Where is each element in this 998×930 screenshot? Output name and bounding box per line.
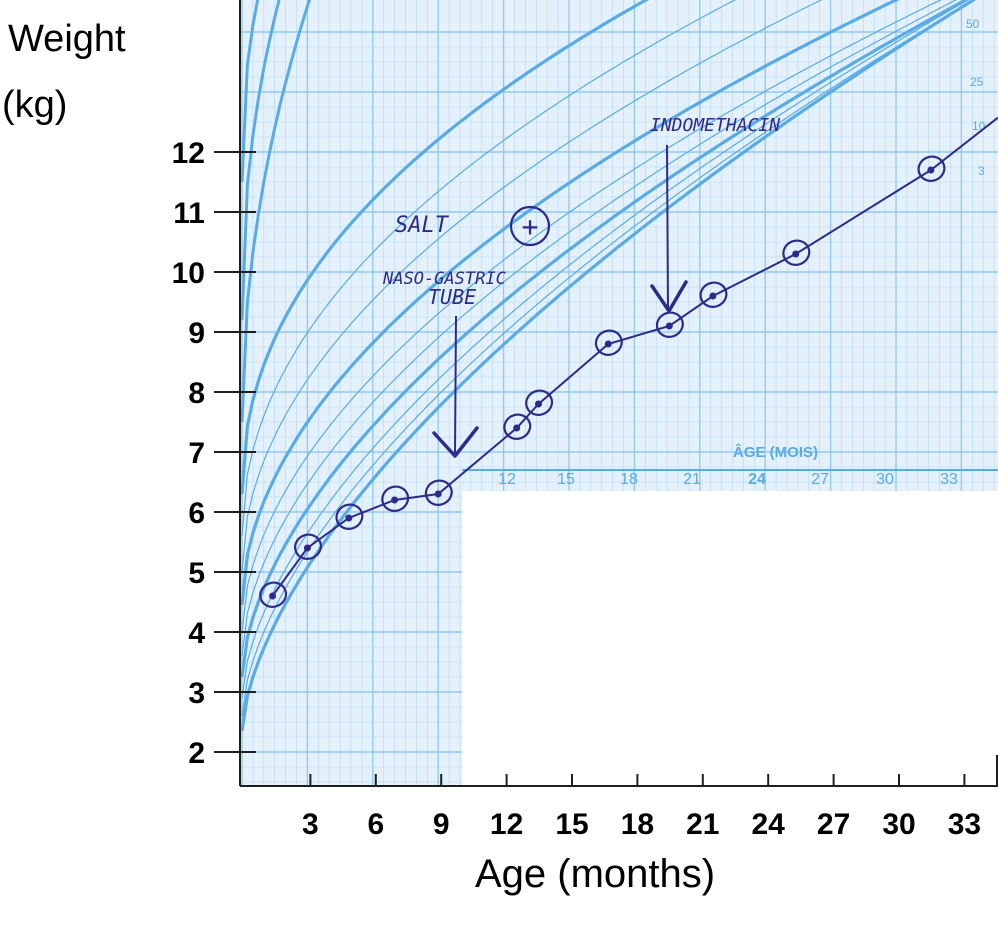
x-tick-label: 21 (686, 808, 719, 841)
y-tick-label: 5 (188, 557, 205, 590)
x-tick-label: 18 (621, 808, 654, 841)
percentile-curve (240, 0, 998, 678)
annotation-text: NASO-GASTRIC (382, 269, 507, 289)
x-tick-label: 6 (367, 808, 384, 841)
y-tick-label: 9 (188, 317, 205, 350)
y-tick-label: 4 (188, 617, 205, 650)
percentile-label: 10 (972, 119, 986, 133)
data-point (391, 496, 399, 504)
inner-tick-label: 18 (620, 471, 638, 488)
data-point (434, 490, 442, 498)
data-point (709, 292, 717, 300)
x-tick-label: 27 (817, 808, 850, 841)
annotation-circle (509, 205, 551, 247)
data-point-circle (782, 239, 811, 266)
axes: 2 3 4 5 6 7 8 9 10 11 12 3 6 9 12 15 18 21 24 27 30 33 (172, 0, 998, 841)
inner-tick-label: 21 (683, 471, 701, 488)
grid-fill (240, 0, 998, 786)
x-tick-label: 33 (948, 808, 981, 841)
y-tick-label: 8 (188, 377, 205, 410)
annotation-text: TUBE (428, 285, 476, 309)
x-tick-label: 24 (752, 808, 786, 841)
inner-tick-label: 27 (811, 471, 829, 488)
data-point-circle (503, 413, 532, 440)
x-axis-label: Age (months) (475, 852, 716, 896)
data-point-circle (594, 329, 623, 356)
y-tick-label: 11 (173, 197, 205, 230)
arrow-head (650, 280, 688, 313)
inner-tick-label: 24 (748, 471, 766, 488)
percentile-curve (241, 0, 998, 537)
arrow-shaft (666, 144, 669, 311)
percentile-label: 25 (970, 75, 984, 89)
x-tick-label: 15 (555, 808, 588, 841)
annotation-text: INDOMETHACIN (650, 115, 780, 136)
inner-tick-label: 33 (940, 471, 958, 488)
inner-axis-title: ÂGE (MOIS) (733, 443, 818, 461)
grid-area (240, 0, 998, 786)
inner-tick-label: 12 (498, 471, 516, 488)
y-tick-label: 3 (188, 677, 205, 710)
data-point (665, 322, 673, 330)
data-point (345, 514, 353, 522)
y-tick-label: 6 (188, 497, 205, 530)
percentile-curve (241, 0, 998, 699)
arrow-shaft (454, 315, 457, 456)
percentile-label: 3 (978, 164, 985, 178)
x-tick-label: 9 (433, 808, 450, 841)
y-tick-label: 7 (188, 437, 205, 470)
weight-series (259, 116, 998, 608)
percentile-curve (241, 0, 998, 657)
y-tick-label: 2 (188, 737, 205, 770)
data-point-circle (381, 485, 410, 512)
percentile-curve (241, 0, 998, 717)
inner-tick-label: 30 (876, 471, 894, 488)
data-point (534, 400, 542, 408)
percentile-curve-group (240, 0, 998, 732)
data-point-circle (699, 281, 728, 308)
percentile-curves: 50 25 10 3 (240, 0, 998, 732)
data-point (513, 424, 521, 432)
data-point-circle (424, 479, 453, 506)
data-point (927, 166, 935, 174)
data-point-circle (655, 311, 684, 338)
y-tick-label: 12 (172, 137, 205, 170)
grid-background (240, 0, 998, 786)
data-point-circle (525, 389, 554, 416)
percentile-label: 50 (966, 17, 980, 31)
data-point-circle (259, 581, 288, 608)
y-axis-label-line-2: (kg) (2, 84, 68, 126)
arrow-head (432, 426, 479, 458)
annotation-text: + (522, 210, 539, 243)
percentile-curve (241, 0, 998, 573)
y-tick-label: 10 (172, 257, 205, 290)
annotation-text: SALT (395, 213, 450, 238)
x-tick-label: 3 (302, 808, 319, 841)
data-point-circle (917, 155, 946, 182)
data-point (303, 544, 311, 552)
inner-age-axis: ÂGE (MOIS) 12 15 18 21 24 27 30 33 (462, 443, 998, 488)
inner-tick-label: 15 (557, 471, 575, 488)
data-point (269, 592, 277, 600)
percentile-curve (240, 0, 998, 606)
data-point-circle (335, 503, 364, 530)
percentile-curve (240, 0, 998, 495)
y-axis-label-line-1: Weight (8, 18, 126, 60)
x-tick-label: 30 (882, 808, 915, 841)
percentile-curve (241, 0, 998, 633)
data-point (604, 340, 612, 348)
x-tick-label: 12 (490, 808, 523, 841)
data-point-circle (294, 533, 322, 560)
percentile-curve (240, 0, 998, 732)
data-point (792, 250, 800, 258)
